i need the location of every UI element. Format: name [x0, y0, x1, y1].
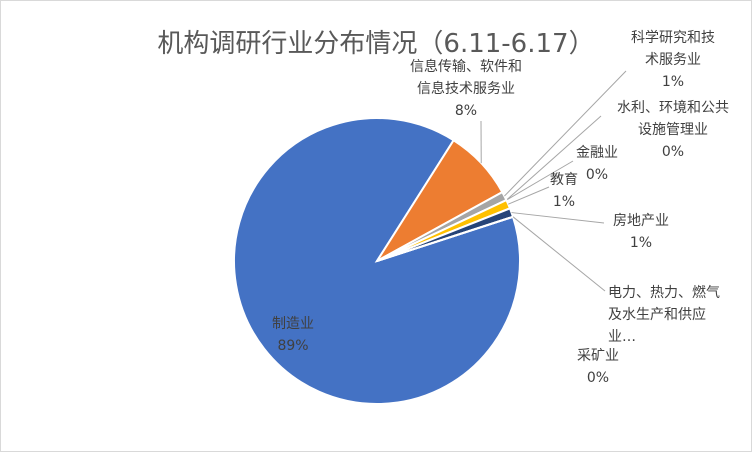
data-label: 信息传输、软件和信息技术服务业 8% — [407, 56, 525, 122]
data-label: 制造业 89% — [263, 313, 323, 357]
leader-line — [506, 160, 574, 201]
value-label: 8% — [454, 103, 478, 119]
category-label: 科学研究和技术服务业 — [631, 30, 715, 68]
value-label: 1% — [661, 74, 685, 90]
value-label: 0% — [585, 167, 609, 183]
value-label: 1% — [552, 194, 576, 210]
value-label: 1% — [629, 235, 653, 251]
value-label: 89% — [277, 338, 309, 354]
data-label: 房地产业 1% — [610, 210, 672, 254]
data-label: 教育 1% — [544, 169, 584, 213]
pie-slice — [376, 215, 514, 262]
category-label: 教育 — [550, 172, 578, 188]
data-label: 金融业 0% — [572, 142, 622, 186]
category-label: 信息传输、软件和信息技术服务业 — [410, 59, 522, 97]
category-label: 制造业 — [272, 316, 314, 332]
category-label: 采矿业 — [577, 348, 619, 364]
leader-line — [508, 186, 550, 205]
category-label: 金融业 — [576, 145, 618, 161]
data-label: 电力、热力、燃气及水生产和供应业… — [608, 282, 728, 348]
data-label: 水利、环境和公共设施管理业 0% — [614, 97, 732, 163]
category-label: 房地产业 — [613, 213, 669, 229]
leader-line — [504, 70, 627, 197]
category-label: 电力、热力、燃气及水生产和供应业… — [608, 285, 720, 345]
category-label: 水利、环境和公共设施管理业 — [617, 100, 729, 138]
value-label: 0% — [586, 370, 610, 386]
leader-line — [512, 216, 606, 292]
value-label: 0% — [661, 144, 685, 160]
chart-title: 机构调研行业分布情况（6.11-6.17） — [157, 29, 595, 59]
data-label: 科学研究和技术服务业 1% — [629, 27, 717, 93]
leader-line — [511, 212, 605, 224]
leader-line — [506, 115, 602, 201]
data-label: 采矿业 0% — [573, 345, 623, 389]
